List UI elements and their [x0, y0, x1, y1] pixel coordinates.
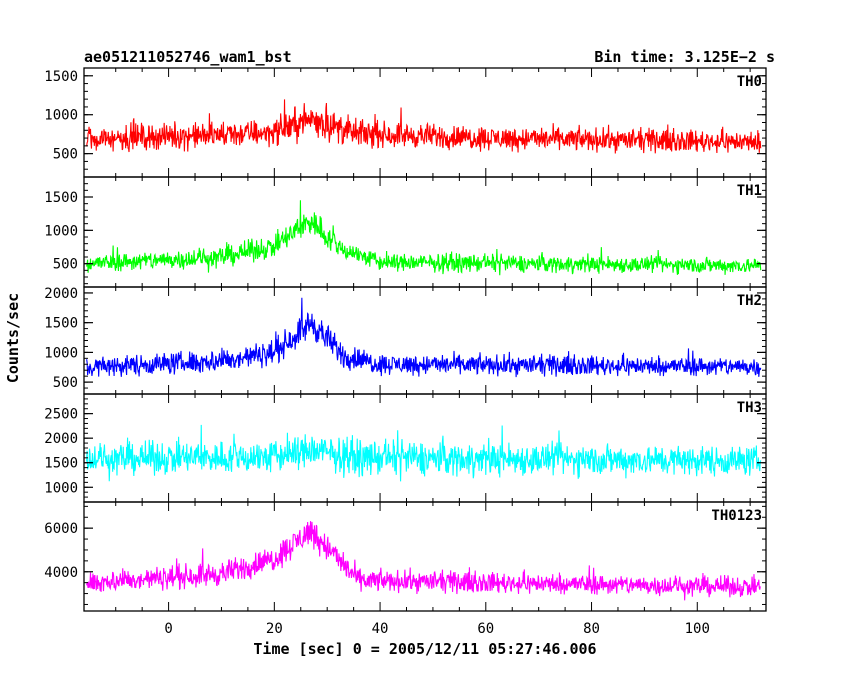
y-tick-label: 500 — [53, 147, 78, 163]
y-tick-label: 1500 — [44, 316, 78, 332]
y-tick-label: 1500 — [44, 456, 78, 472]
panel-th1: 500 1000 1500 TH1 — [44, 176, 767, 288]
y-tick-label: 1000 — [44, 108, 78, 124]
y-tick-label: 1500 — [44, 190, 78, 206]
x-tick-label: 60 — [477, 621, 494, 637]
x-axis-label: Time [sec] 0 = 2005/12/11 05:27:46.006 — [253, 640, 596, 658]
panel-th0: 500 1000 1500 TH0 — [44, 67, 767, 178]
y-axis-label: Counts/sec — [4, 293, 22, 383]
y-tick-label: 2500 — [44, 407, 78, 423]
series-th0123 — [86, 521, 761, 601]
y-tick-label: 500 — [53, 257, 78, 273]
series-th2 — [86, 297, 762, 378]
panel-label-th3: TH3 — [737, 400, 762, 416]
y-tick-label: 4000 — [44, 565, 78, 581]
panel-frame — [83, 67, 767, 178]
panels-group: 500 1000 1500 TH0 500 1000 1500 TH1 500 1000 1500 2… — [44, 67, 767, 612]
panel-label-th1: TH1 — [737, 183, 762, 199]
panel-label-th0123: TH0123 — [711, 508, 762, 524]
y-tick-label: 2000 — [44, 431, 78, 447]
series-th3 — [86, 424, 762, 482]
x-tick-label: 100 — [685, 621, 710, 637]
panel-th3: 1000 1500 2000 2500 TH3 — [44, 393, 767, 503]
panel-frame — [83, 501, 767, 612]
y-tick-label: 1000 — [44, 223, 78, 239]
panel-frame — [83, 286, 767, 395]
x-tick-label: 40 — [372, 621, 389, 637]
panel-label-th2: TH2 — [737, 293, 762, 309]
y-tick-label: 1500 — [44, 69, 78, 85]
panel-label-th0: TH0 — [737, 74, 762, 90]
y-tick-label: 6000 — [44, 521, 78, 537]
x-tick-label: 80 — [583, 621, 600, 637]
x-axis: 0 20 40 60 80 100 — [164, 621, 710, 637]
x-tick-label: 0 — [164, 621, 172, 637]
series-th0 — [86, 99, 762, 154]
y-tick-label: 500 — [53, 375, 78, 391]
panel-frame — [83, 176, 767, 288]
series-th1 — [86, 200, 762, 276]
y-tick-label: 2000 — [44, 286, 78, 302]
x-tick-label: 20 — [266, 621, 283, 637]
panel-th0123: 4000 6000 TH0123 — [44, 501, 767, 612]
chart-title: ae051211052746_wam1_bst — [84, 48, 292, 66]
y-tick-label: 1000 — [44, 480, 78, 496]
panel-th2: 500 1000 1500 2000 TH2 — [44, 286, 767, 395]
bin-time-label: Bin time: 3.125E−2 s — [594, 48, 775, 66]
y-tick-label: 1000 — [44, 345, 78, 361]
